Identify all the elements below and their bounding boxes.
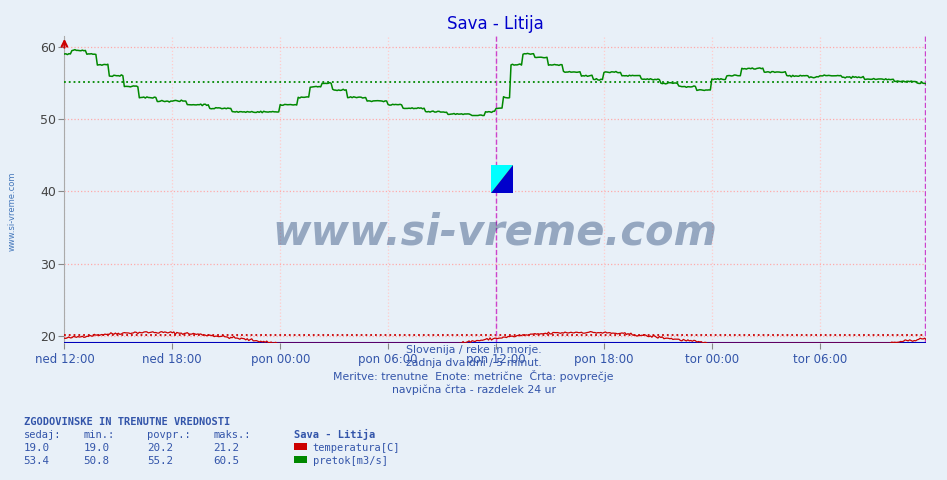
Polygon shape: [491, 165, 512, 192]
Text: 19.0: 19.0: [83, 443, 109, 453]
Text: 55.2: 55.2: [147, 456, 172, 466]
Text: min.:: min.:: [83, 430, 115, 440]
Text: povpr.:: povpr.:: [147, 430, 190, 440]
Text: sedaj:: sedaj:: [24, 430, 62, 440]
Text: 60.5: 60.5: [213, 456, 239, 466]
Text: navpična črta - razdelek 24 ur: navpična črta - razdelek 24 ur: [391, 384, 556, 395]
Title: Sava - Litija: Sava - Litija: [447, 15, 544, 33]
Text: 20.2: 20.2: [147, 443, 172, 453]
FancyBboxPatch shape: [491, 165, 512, 192]
Text: temperatura[C]: temperatura[C]: [313, 443, 400, 453]
Text: zadnja dva dni / 5 minut.: zadnja dva dni / 5 minut.: [405, 358, 542, 368]
Polygon shape: [491, 165, 512, 192]
Text: 19.0: 19.0: [24, 443, 49, 453]
Text: www.si-vreme.com: www.si-vreme.com: [273, 212, 718, 253]
Text: Slovenija / reke in morje.: Slovenija / reke in morje.: [405, 345, 542, 355]
Text: www.si-vreme.com: www.si-vreme.com: [8, 171, 17, 251]
Text: Sava - Litija: Sava - Litija: [294, 429, 375, 440]
Text: 21.2: 21.2: [213, 443, 239, 453]
Text: Meritve: trenutne  Enote: metrične  Črta: povprečje: Meritve: trenutne Enote: metrične Črta: …: [333, 370, 614, 382]
Text: pretok[m3/s]: pretok[m3/s]: [313, 456, 387, 466]
Text: ZGODOVINSKE IN TRENUTNE VREDNOSTI: ZGODOVINSKE IN TRENUTNE VREDNOSTI: [24, 417, 230, 427]
Text: 50.8: 50.8: [83, 456, 109, 466]
Text: maks.:: maks.:: [213, 430, 251, 440]
Text: 53.4: 53.4: [24, 456, 49, 466]
